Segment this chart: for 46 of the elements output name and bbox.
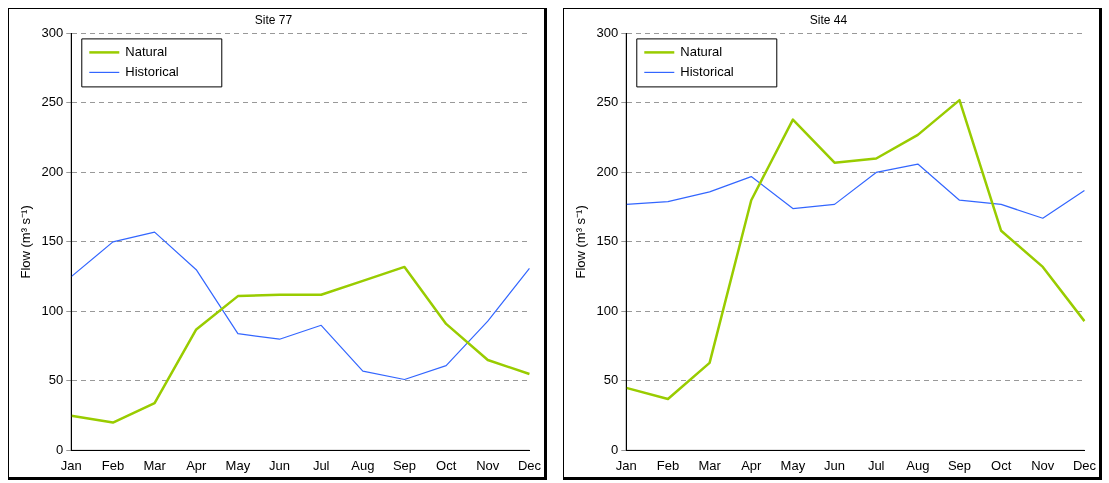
y-axis-title: Flow (m³ s⁻¹) bbox=[18, 205, 34, 279]
y-tick-label: 0 bbox=[56, 441, 64, 457]
x-tick-label: Mar bbox=[698, 457, 722, 473]
x-tick-label: Apr bbox=[186, 457, 208, 473]
legend-label: Historical bbox=[125, 63, 179, 79]
x-tick-label: May bbox=[780, 457, 806, 473]
x-tick-label: Jul bbox=[312, 457, 330, 473]
y-tick-label: 200 bbox=[596, 163, 619, 179]
x-tick-label: Dec bbox=[1072, 457, 1097, 473]
x-tick-label: Apr bbox=[741, 457, 763, 473]
y-tick-label: 300 bbox=[596, 24, 619, 40]
legend-label: Natural bbox=[125, 43, 168, 59]
x-tick-label: Dec bbox=[517, 457, 542, 473]
x-tick-label: Feb bbox=[101, 457, 125, 473]
y-tick-label: 150 bbox=[596, 233, 619, 249]
x-tick-label: Jun bbox=[824, 457, 846, 473]
y-tick-label: 0 bbox=[611, 441, 619, 457]
x-tick-label: Jun bbox=[269, 457, 291, 473]
x-tick-label: Feb bbox=[656, 457, 680, 473]
y-tick-label: 200 bbox=[41, 163, 64, 179]
y-tick-label: 250 bbox=[41, 94, 64, 110]
legend-label: Historical bbox=[680, 63, 734, 79]
x-tick-label: Oct bbox=[991, 457, 1012, 473]
y-tick-label: 300 bbox=[41, 24, 64, 40]
x-tick-label: Jul bbox=[867, 457, 885, 473]
y-tick-label: 100 bbox=[596, 302, 619, 318]
x-tick-label: Mar bbox=[143, 457, 167, 473]
y-tick-label: 250 bbox=[596, 94, 619, 110]
y-tick-label: 50 bbox=[48, 372, 64, 388]
x-tick-label: Oct bbox=[436, 457, 457, 473]
chart-title: Site 44 bbox=[809, 12, 848, 27]
y-axis-title: Flow (m³ s⁻¹) bbox=[573, 205, 589, 279]
y-tick-label: 100 bbox=[41, 302, 64, 318]
x-tick-label: Jan bbox=[60, 457, 82, 473]
legend-label: Natural bbox=[680, 43, 723, 59]
x-tick-label: Nov bbox=[476, 457, 500, 473]
chart-title: Site 77 bbox=[254, 12, 293, 27]
y-tick-label: 50 bbox=[603, 372, 619, 388]
x-tick-label: Sep bbox=[392, 457, 417, 473]
x-tick-label: Jan bbox=[615, 457, 637, 473]
y-tick-label: 150 bbox=[41, 233, 64, 249]
x-tick-label: Aug bbox=[906, 457, 930, 473]
x-tick-label: Nov bbox=[1031, 457, 1055, 473]
x-tick-label: Sep bbox=[947, 457, 972, 473]
x-tick-label: May bbox=[225, 457, 251, 473]
x-tick-label: Aug bbox=[351, 457, 375, 473]
